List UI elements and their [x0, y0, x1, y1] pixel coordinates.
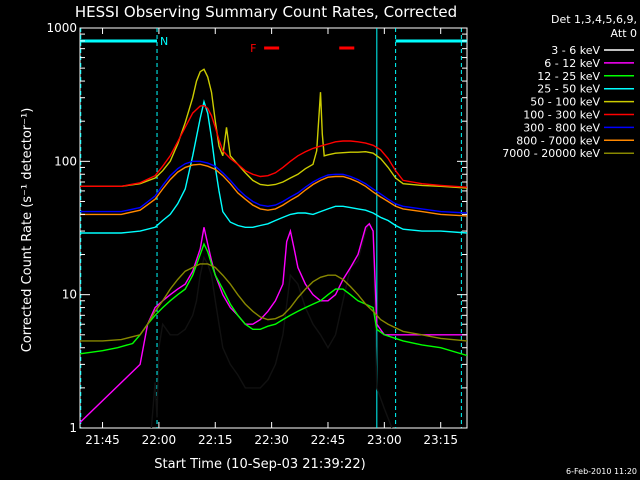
series-line-7	[80, 163, 468, 217]
x-tick-label-3: 22:30	[254, 433, 289, 447]
series-line-6	[80, 160, 468, 214]
legend-header-line-1: Det 1,3,4,5,6,9,	[551, 13, 637, 26]
series-line-8	[80, 263, 468, 342]
x-axis-label: Start Time (10-Sep-03 21:39:22)	[154, 457, 365, 472]
legend-label-2: 12 - 25 keV	[537, 70, 600, 83]
x-tick-label-4: 22:45	[311, 433, 346, 447]
chart-title: HESSI Observing Summary Count Rates, Cor…	[75, 3, 457, 21]
legend-label-8: 7000 - 20000 keV	[502, 147, 600, 160]
x-tick-label-6: 23:15	[423, 433, 458, 447]
legend-label-4: 50 - 100 keV	[530, 96, 600, 109]
flare-label: F	[250, 42, 256, 55]
series-line-3	[80, 99, 468, 234]
series-line-5	[80, 104, 468, 188]
footer-timestamp: 6-Feb-2010 11:20	[566, 467, 637, 476]
y-tick-label-2: 100	[54, 154, 77, 168]
series-line-4	[80, 68, 468, 189]
y-axis: 1 10 100 1000	[46, 21, 467, 435]
legend-header-line-2: Att 0	[611, 27, 637, 40]
plot-frame	[79, 27, 468, 429]
legend-label-7: 800 - 7000 keV	[516, 134, 600, 147]
legend-label-1: 6 - 12 keV	[544, 57, 600, 70]
x-axis: 21:45 22:00 22:15 22:30 22:45 23:00 23:15	[85, 28, 458, 447]
legend-label-6: 300 - 800 keV	[523, 121, 600, 134]
y-tick-label-3: 1000	[46, 21, 77, 35]
series-line-1	[79, 222, 467, 424]
y-tick-label-1: 10	[62, 288, 77, 302]
x-tick-label-5: 23:00	[367, 433, 402, 447]
legend-label-0: 3 - 6 keV	[551, 44, 600, 57]
x-tick-label-2: 22:15	[198, 433, 233, 447]
plot-area: NF	[79, 27, 468, 429]
legend-label-5: 100 - 300 keV	[523, 109, 600, 122]
legend-label-3: 25 - 50 keV	[537, 83, 600, 96]
y-axis-label: Corrected Count Rate (s⁻¹ detector⁻¹)	[20, 108, 35, 353]
night-label: N	[160, 35, 168, 48]
y-tick-label-0: 1	[69, 421, 77, 435]
x-tick-label-0: 21:45	[85, 433, 120, 447]
series-line-0	[150, 222, 393, 429]
x-tick-label-1: 22:00	[142, 433, 177, 447]
